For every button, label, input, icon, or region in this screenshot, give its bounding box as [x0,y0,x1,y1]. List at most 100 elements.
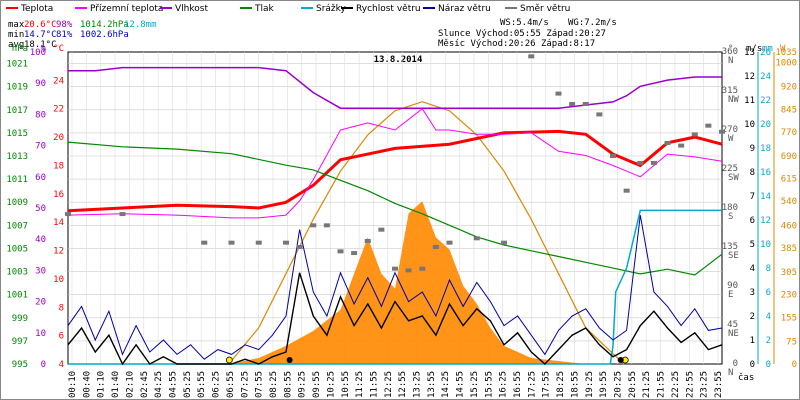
y-tick-label: 845 [781,105,797,115]
y-tick-label: 999 [12,314,28,324]
x-tick-label: 06:25 [212,371,222,398]
y-tick-label: 1001 [6,291,28,301]
x-tick-label: 12:55 [398,371,408,398]
x-tick-label: 23:55 [714,371,724,398]
x-tick-label: 07:25 [240,371,250,398]
y-tick-label: 135 [722,242,738,252]
wind-direction-point [664,141,671,145]
y-tick-label: 20 [760,120,771,130]
y-tick-label: 90 [35,79,46,89]
x-tick-label: 05:55 [197,371,207,398]
y-tick-label: NW [728,95,739,105]
x-tick-label: 19:55 [599,371,609,398]
x-tick-label: 15:55 [484,371,494,398]
y-tick-label: 13 [744,48,755,58]
axis-title: % [41,44,47,54]
y-tick-label: 8 [59,303,64,313]
axis-title: mm [762,44,773,54]
y-tick-label: 1017 [6,106,28,116]
y-tick-label: 90 [727,281,738,291]
y-tick-label: 690 [781,152,797,162]
y-tick-label: N [728,56,733,66]
stat-value: max [8,20,25,30]
x-tick-label: 22:25 [671,371,681,398]
wind-direction-point [310,223,317,228]
x-tick-label: 08:55 [283,371,293,398]
y-tick-label: 315 [722,86,738,96]
y-tick-label: 16 [760,168,771,178]
x-tick-label: 16:55 [513,371,523,398]
axis-title: hPa [12,44,28,54]
y-tick-label: 60 [35,173,46,183]
x-tick-label: 23:25 [700,371,710,398]
x-tick-label: 14:55 [456,371,466,398]
y-tick-label: 12 [53,247,64,257]
stat-value: min [8,30,24,40]
moon-marker [617,357,624,363]
y-tick-label: 6 [750,216,755,226]
y-tick-label: 8 [766,264,771,274]
y-tick-label: 24 [760,72,771,82]
y-tick-label: 0 [41,360,46,370]
x-tick-label: 08:25 [269,371,279,398]
y-tick-label: 995 [12,360,28,370]
x-tick-label: 21:25 [642,371,652,398]
y-tick-label: 14 [760,192,771,202]
wind-direction-point [678,143,685,148]
y-tick-label: 20 [53,133,64,143]
y-tick-label: 770 [781,128,797,138]
solar-area [228,201,627,364]
y-tick-label: 1003 [6,268,28,278]
x-tick-label: 16:25 [499,371,509,398]
y-tick-label: 0 [766,360,771,370]
y-tick-label: 70 [35,142,46,152]
sun-times: Slunce Východ:05:55 Západ:20:27 [438,29,606,39]
y-tick-label: 1 [750,336,755,346]
stat-value: avg [8,40,24,50]
wind-direction-point [432,245,439,249]
y-tick-label: SE [728,251,739,261]
wind-direction-point [610,154,616,158]
y-tick-label: 80 [35,110,46,120]
y-tick-label: 30 [35,266,46,276]
chart-title: 13.8.2014 [374,55,423,65]
wind-direction-point [650,160,657,165]
x-tick-label: 02:45 [140,371,150,398]
wind-direction-point [555,91,562,96]
y-tick-label: 540 [781,197,797,207]
x-tick-label: 17:55 [542,371,552,398]
y-tick-label: 305 [781,268,797,278]
legend-label: Tlak [254,4,275,14]
wind-direction-point [637,160,644,165]
legend-label: Náraz větru [438,4,491,14]
wind-direction-point [705,123,712,128]
wind-direction-point [255,240,262,245]
y-tick-label: 1019 [6,83,28,93]
stat-value: 18.1°C [24,40,57,50]
stat-value: 14.7°C [24,30,57,40]
y-tick-label: N [728,368,733,378]
series-line [67,129,723,213]
x-tick-label: 14:25 [441,371,451,398]
y-tick-label: 1035 [775,48,797,58]
wind-direction-point [337,249,344,254]
series-line [68,209,722,365]
chart-legend: Teplota Přízemní teplota Vlhkost Tlak Srážky… [6,4,570,14]
y-tick-label: 5 [750,240,755,250]
wind-direction-point [473,236,480,241]
x-tick-label: 18:25 [556,371,566,398]
wind-direction-point [392,266,398,271]
x-tick-label: 07:55 [255,371,265,398]
wind-direction-point [296,245,303,249]
stat-value: 1002.6hPa [80,30,129,40]
x-tick-label: 17:25 [527,371,537,398]
y-tick-label: 9 [750,144,755,154]
y-tick-label: 1015 [6,129,28,139]
stat-value: 20.6°C [24,20,57,30]
series-line [67,272,723,366]
y-tick-label: 1007 [6,221,28,231]
x-tick-label: 01:10 [97,371,107,398]
y-tick-label: 1021 [6,60,28,70]
y-tick-label: 1011 [6,175,28,185]
